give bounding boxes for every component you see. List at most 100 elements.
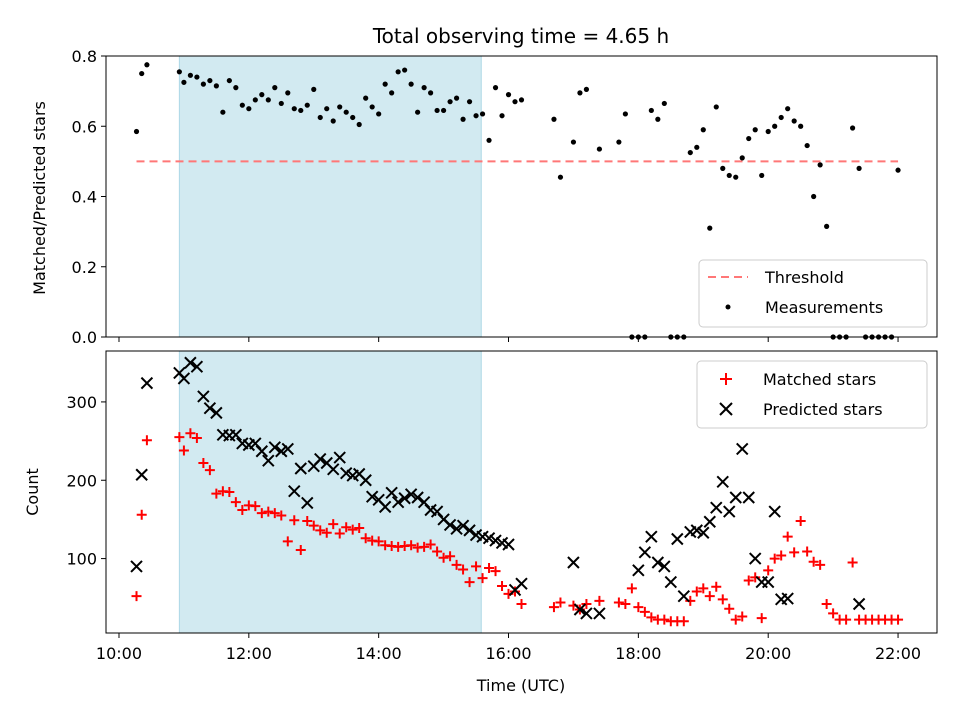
- predicted-star-point: [729, 491, 742, 504]
- measurement-point: [434, 107, 440, 114]
- measurement-point: [415, 109, 421, 115]
- matched-star-point: [484, 562, 495, 573]
- measurement-point: [648, 107, 654, 114]
- matched-star-point: [763, 565, 774, 576]
- predicted-star-point: [664, 575, 678, 589]
- measurement-point: [402, 67, 408, 73]
- measurement-point: [700, 127, 706, 133]
- measurement-point: [330, 118, 336, 124]
- matched-star-point: [691, 586, 702, 597]
- measurement-point: [466, 99, 473, 105]
- measurement-point: [557, 174, 564, 180]
- predicted-star-point: [275, 445, 288, 458]
- measurement-point: [713, 104, 719, 110]
- measurement-point: [133, 128, 140, 135]
- top-plot: Total observing time = 4.65 h Matched/Pr…: [30, 24, 938, 347]
- bottom-y-tick-label: 200: [66, 471, 97, 490]
- measurement-point: [285, 90, 291, 96]
- matched-star-point: [198, 458, 209, 469]
- measurement-point: [622, 111, 628, 117]
- matched-star-point: [471, 561, 482, 572]
- matched-star-point: [743, 575, 754, 586]
- x-tick-label: 18:00: [615, 644, 661, 663]
- predicted-star-point: [463, 524, 476, 537]
- matched-star-point: [717, 594, 728, 605]
- matched-star-point: [458, 564, 469, 575]
- measurement-point: [824, 223, 830, 229]
- predicted-star-point: [580, 607, 593, 620]
- measurement-point: [850, 125, 856, 131]
- predicted-star-point: [378, 500, 392, 514]
- matched-star-point: [334, 528, 345, 539]
- measurement-point: [759, 172, 765, 179]
- measurement-point: [765, 128, 771, 135]
- matched-star-point: [769, 553, 780, 564]
- matched-star-point: [341, 522, 352, 533]
- measurement-point: [233, 85, 239, 91]
- measurement-point: [181, 79, 187, 85]
- matched-star-point: [893, 614, 904, 625]
- measurement-point: [343, 109, 349, 115]
- measurement-point: [252, 97, 258, 103]
- matched-star-point: [250, 501, 261, 512]
- predicted-star-point: [761, 575, 775, 589]
- predicted-star-point: [203, 401, 217, 415]
- matched-star-point: [237, 505, 248, 516]
- predicted-star-point: [690, 524, 703, 537]
- predicted-star-point: [359, 474, 372, 487]
- predicted-star-point: [658, 560, 671, 573]
- predicted-star-point: [184, 356, 197, 369]
- matched-star-point: [802, 546, 813, 557]
- predicted-star-point: [502, 538, 515, 551]
- measurement-point: [778, 114, 784, 121]
- legend-predicted-label: Predicted stars: [763, 400, 883, 419]
- measurement-point: [376, 111, 382, 117]
- matched-star-point: [711, 581, 722, 592]
- top-y-tick-label: 0.2: [72, 258, 97, 277]
- predicted-star-point: [210, 406, 223, 420]
- predicted-star-point: [333, 451, 346, 464]
- measurement-point: [798, 123, 804, 129]
- measurement-point: [382, 81, 388, 87]
- predicted-star-point: [573, 603, 587, 616]
- x-tick-label: 20:00: [745, 644, 791, 663]
- predicted-star-point: [262, 454, 275, 467]
- measurement-point: [856, 165, 862, 171]
- top-y-tick-label: 0.0: [72, 328, 97, 347]
- measurement-point: [298, 107, 304, 114]
- predicted-star-point: [671, 532, 684, 546]
- measurement-point: [577, 90, 583, 96]
- matched-star-point: [211, 488, 222, 499]
- measurement-point: [505, 92, 512, 98]
- measurement-point: [356, 121, 362, 128]
- measurement-point: [421, 85, 427, 91]
- measurement-point: [707, 225, 713, 231]
- matched-star-point: [633, 602, 644, 613]
- predicted-star-point: [482, 532, 496, 545]
- measurement-point: [460, 116, 466, 122]
- matched-star-point: [131, 591, 142, 602]
- measurement-point: [785, 106, 791, 112]
- predicted-legend-swatch: [719, 402, 733, 416]
- measurement-point: [694, 144, 700, 150]
- legend-measurements-label: Measurements: [765, 298, 883, 317]
- matched-star-point: [815, 559, 826, 570]
- predicted-star-point: [411, 491, 424, 504]
- measurement-point: [259, 92, 265, 98]
- matched-star-point: [289, 515, 300, 526]
- matched-legend-swatch: [720, 373, 732, 385]
- predicted-star-point: [742, 491, 755, 504]
- matched-star-point: [373, 536, 384, 547]
- predicted-star-point: [190, 360, 204, 373]
- predicted-star-point: [638, 546, 652, 559]
- matched-star-point: [490, 566, 501, 577]
- matched-star-point: [425, 539, 436, 550]
- matched-star-point: [789, 547, 800, 558]
- matched-star-point: [406, 540, 417, 551]
- top-y-tick-label: 0.8: [72, 47, 97, 66]
- predicted-star-point: [288, 485, 301, 498]
- matched-star-point: [678, 616, 689, 627]
- top-legend-box: [698, 259, 928, 328]
- measurement-point: [226, 77, 232, 84]
- measurement-point: [661, 100, 667, 107]
